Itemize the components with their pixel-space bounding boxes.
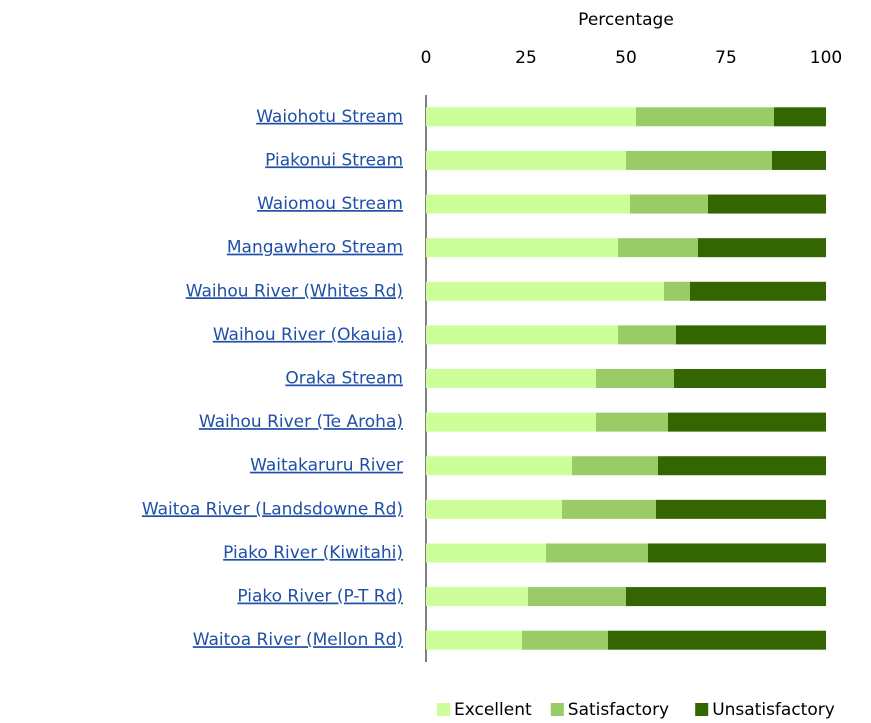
bar-segment	[636, 107, 774, 127]
legend-label: Excellent	[454, 700, 532, 720]
bar-segment	[426, 107, 636, 127]
bar-segment	[426, 587, 528, 607]
legend-swatch	[550, 703, 564, 716]
bar-segment	[426, 499, 562, 519]
bar-segment	[522, 630, 608, 650]
category-link[interactable]: Piako River (P-T Rd)	[237, 587, 403, 607]
bar-segment	[426, 150, 626, 170]
bar-segment	[426, 194, 630, 214]
x-tick-label: 100	[810, 48, 842, 68]
category-link[interactable]: Waiohotu Stream	[256, 107, 403, 127]
bar-segment	[608, 630, 826, 650]
bar-segment	[648, 543, 826, 563]
bar-segment	[772, 150, 826, 170]
bar-segment	[626, 587, 826, 607]
bar-segment	[674, 369, 826, 388]
bar-segment	[426, 325, 618, 345]
bar-segment	[596, 412, 668, 432]
bar-segment	[596, 369, 674, 388]
bar-segment	[562, 499, 656, 519]
category-link[interactable]: Waitakaruru River	[250, 456, 403, 476]
legend-label: Satisfactory	[568, 700, 669, 720]
x-tick-label: 0	[421, 48, 432, 68]
legend-swatch	[695, 703, 709, 716]
bar-segment	[668, 412, 826, 432]
bar-segment	[618, 325, 676, 345]
category-link[interactable]: Mangawhero Stream	[227, 238, 403, 258]
bar-segment	[774, 107, 826, 127]
bar-segment	[426, 456, 572, 476]
bar-segment	[426, 369, 596, 388]
axis-title: Percentage	[578, 10, 674, 30]
category-link[interactable]: Piakonui Stream	[265, 150, 403, 170]
bar-segment	[426, 238, 618, 258]
bar-segment	[618, 238, 698, 258]
bar-segment	[676, 325, 826, 345]
category-link[interactable]: Waitoa River (Mellon Rd)	[193, 630, 403, 650]
bar-segment	[426, 281, 664, 301]
category-link[interactable]: Waiomou Stream	[257, 194, 403, 214]
category-link[interactable]: Oraka Stream	[285, 369, 403, 389]
bar-segment	[656, 499, 826, 519]
bar-segment	[546, 543, 648, 563]
category-link[interactable]: Waihou River (Te Aroha)	[199, 412, 403, 432]
x-tick-label: 25	[515, 48, 537, 68]
bar-segment	[698, 238, 826, 258]
category-link[interactable]: Waihou River (Whites Rd)	[186, 281, 403, 301]
category-link[interactable]: Waihou River (Okauia)	[213, 325, 403, 345]
legend-swatch	[437, 703, 450, 716]
category-link[interactable]: Waitoa River (Landsdowne Rd)	[142, 499, 403, 519]
bar-segment	[630, 194, 708, 214]
bar-segment	[658, 456, 826, 476]
x-tick-label: 50	[615, 48, 637, 68]
bar-segment	[690, 281, 826, 301]
bar-segment	[426, 630, 522, 650]
bar-segment	[572, 456, 658, 476]
category-link[interactable]: Piako River (Kiwitahi)	[223, 543, 403, 563]
bar-segment	[426, 543, 546, 563]
x-tick-label: 75	[715, 48, 737, 68]
bar-segment	[708, 194, 826, 214]
legend-label: Unsatisfactory	[712, 700, 835, 720]
bar-segment	[426, 412, 596, 432]
bar-segment	[528, 587, 626, 607]
bar-segment	[626, 150, 772, 170]
bar-segment	[664, 281, 690, 301]
